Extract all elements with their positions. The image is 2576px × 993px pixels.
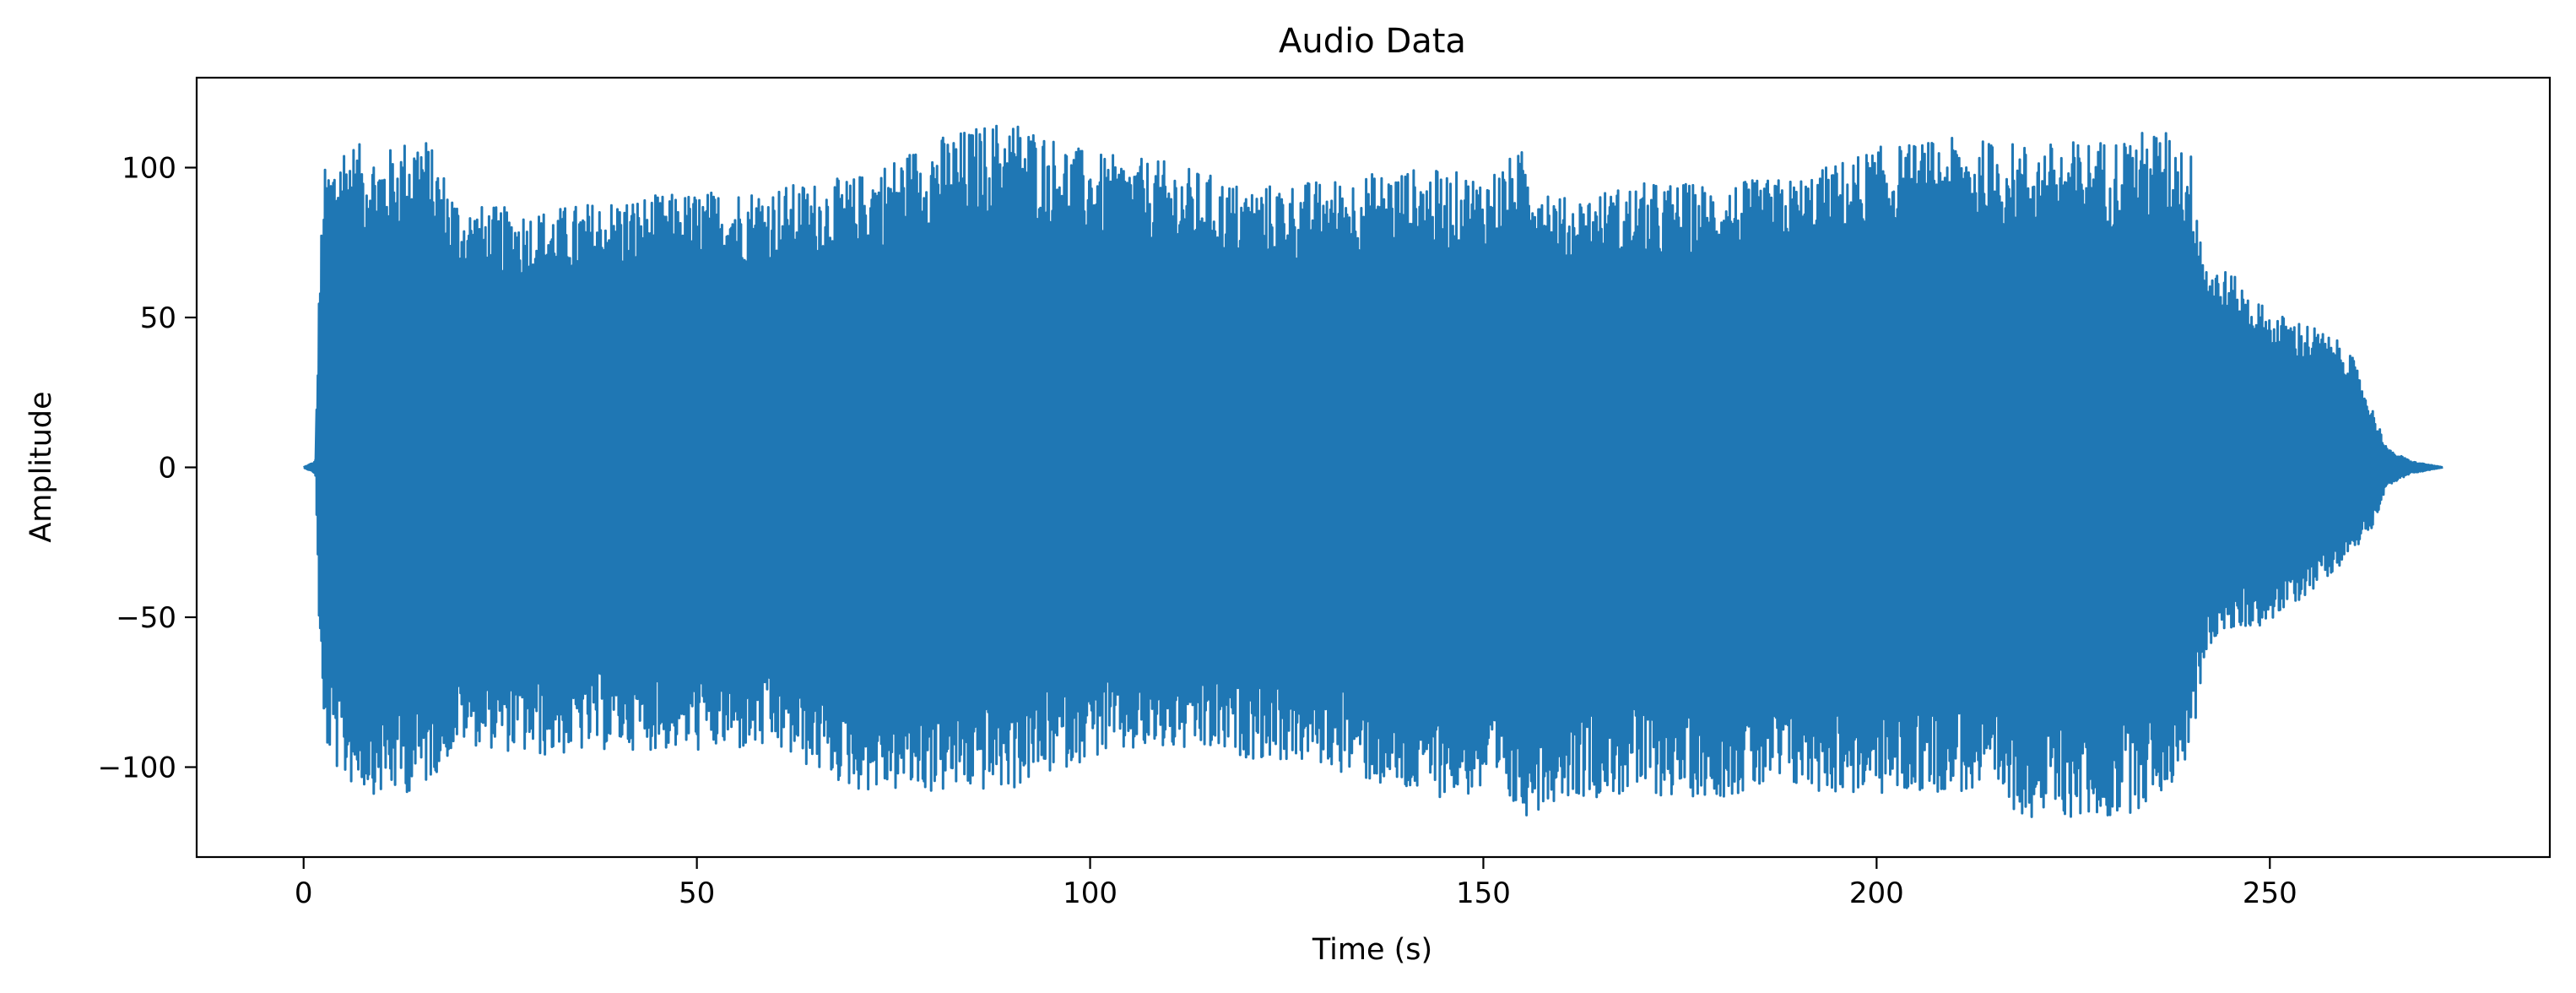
y-tick-label: −100 [98,752,176,785]
series-layer [303,124,2443,818]
y-tick-label: 100 [122,152,176,186]
y-tick-label: 0 [158,452,176,486]
x-tick-label: 250 [2243,876,2297,910]
waveform-line [303,124,2443,818]
x-tick-label: 50 [679,876,715,910]
y-axis-label: Amplitude [24,391,58,542]
y-tick-label: −50 [116,601,176,635]
x-tick-label: 100 [1063,876,1118,910]
x-axis-label: Time (s) [1312,933,1432,967]
y-axis: −100 −50 0 50 100 [98,152,197,785]
y-tick-label: 50 [140,301,176,335]
x-axis: 0 50 100 150 200 250 [295,857,2297,910]
x-tick-label: 0 [295,876,313,910]
x-tick-label: 150 [1456,876,1511,910]
chart-title: Audio Data [1279,22,1466,61]
x-tick-label: 200 [1849,876,1904,910]
